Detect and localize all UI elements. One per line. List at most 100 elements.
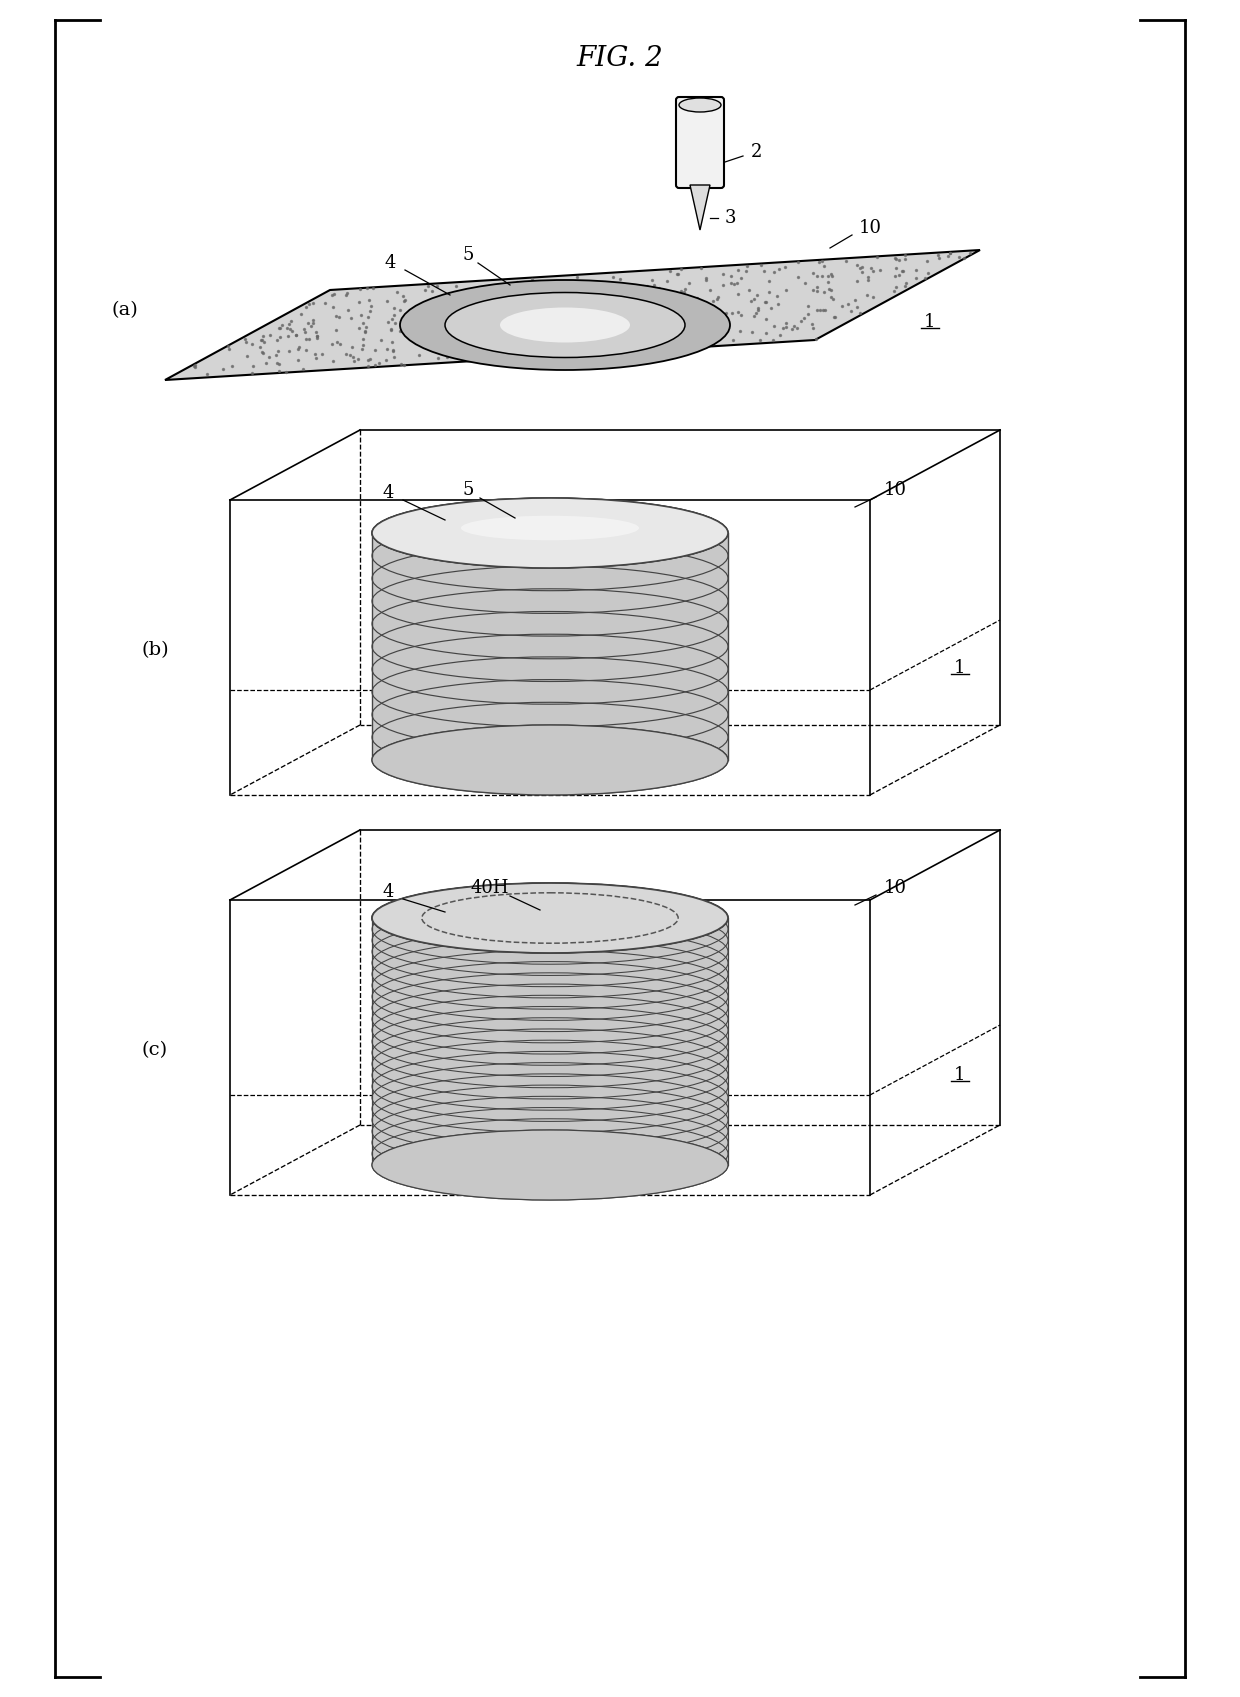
Point bbox=[807, 278, 827, 305]
Point bbox=[300, 312, 320, 339]
Point bbox=[491, 288, 511, 316]
Point bbox=[807, 295, 827, 322]
Point bbox=[598, 283, 618, 311]
Point bbox=[661, 307, 681, 334]
Point bbox=[885, 244, 905, 272]
Ellipse shape bbox=[372, 497, 728, 568]
Point bbox=[730, 300, 750, 328]
Point bbox=[336, 339, 356, 367]
Point bbox=[531, 278, 551, 305]
Point bbox=[470, 288, 490, 316]
Point bbox=[578, 294, 598, 321]
Point bbox=[286, 321, 306, 348]
Point bbox=[219, 336, 239, 363]
Point bbox=[557, 297, 577, 324]
Point bbox=[940, 239, 960, 266]
Point bbox=[632, 273, 652, 300]
Ellipse shape bbox=[372, 497, 728, 568]
Point bbox=[637, 272, 657, 299]
Point bbox=[409, 314, 429, 341]
Ellipse shape bbox=[445, 292, 684, 358]
Point bbox=[513, 322, 533, 350]
Point bbox=[722, 263, 742, 290]
Point bbox=[472, 282, 492, 309]
Point bbox=[746, 300, 766, 328]
Point bbox=[551, 290, 570, 317]
Point bbox=[572, 309, 591, 336]
Point bbox=[632, 297, 652, 324]
Point bbox=[336, 282, 356, 309]
Point bbox=[905, 256, 925, 283]
Point bbox=[817, 261, 837, 288]
Point bbox=[589, 305, 609, 333]
Point bbox=[382, 329, 402, 356]
Point bbox=[290, 300, 310, 328]
Point bbox=[858, 266, 878, 294]
Point bbox=[895, 246, 915, 273]
Point bbox=[650, 275, 670, 302]
Point bbox=[799, 300, 818, 328]
Point bbox=[724, 270, 744, 297]
Point bbox=[787, 314, 807, 341]
Point bbox=[587, 316, 606, 343]
Point bbox=[461, 282, 481, 309]
Point bbox=[658, 309, 678, 336]
Point bbox=[352, 309, 372, 336]
Point bbox=[739, 277, 759, 304]
Point bbox=[818, 268, 838, 295]
Point bbox=[353, 326, 373, 353]
Point bbox=[848, 251, 868, 278]
Point bbox=[681, 283, 701, 311]
Point bbox=[303, 290, 322, 317]
Point bbox=[458, 329, 477, 356]
Point bbox=[288, 334, 308, 361]
Point bbox=[812, 263, 832, 290]
Point bbox=[460, 304, 480, 331]
Point bbox=[384, 343, 404, 370]
Point bbox=[497, 341, 517, 368]
Text: 40H: 40H bbox=[471, 879, 510, 898]
Point bbox=[670, 316, 689, 343]
Point bbox=[825, 304, 844, 331]
Point bbox=[598, 292, 618, 319]
Point bbox=[804, 260, 823, 287]
Point bbox=[813, 297, 833, 324]
Point bbox=[673, 278, 693, 305]
Point bbox=[671, 256, 691, 283]
Point bbox=[889, 246, 909, 273]
Ellipse shape bbox=[680, 98, 720, 112]
Point bbox=[394, 351, 414, 378]
Point bbox=[954, 244, 973, 272]
Point bbox=[315, 290, 335, 317]
Point bbox=[813, 278, 833, 305]
Point bbox=[728, 256, 748, 283]
Point bbox=[761, 294, 781, 321]
Point bbox=[696, 265, 715, 292]
Point bbox=[533, 334, 553, 361]
Point bbox=[446, 331, 466, 358]
Point bbox=[311, 339, 331, 367]
Point bbox=[281, 307, 301, 334]
Point bbox=[537, 292, 557, 319]
Point bbox=[895, 241, 915, 268]
Point bbox=[368, 350, 388, 377]
Point bbox=[249, 334, 269, 361]
Point bbox=[448, 285, 467, 312]
Point bbox=[558, 312, 578, 339]
Point bbox=[341, 304, 361, 331]
Point bbox=[861, 255, 880, 282]
Point bbox=[787, 263, 807, 290]
Point bbox=[391, 317, 410, 344]
Point bbox=[537, 270, 557, 297]
Point bbox=[661, 256, 681, 283]
Point bbox=[438, 343, 458, 370]
Point bbox=[377, 287, 397, 314]
Point bbox=[585, 275, 605, 302]
Point bbox=[610, 265, 630, 292]
Point bbox=[272, 312, 291, 339]
Point bbox=[422, 277, 441, 304]
Point bbox=[268, 338, 288, 365]
Point bbox=[785, 312, 805, 339]
Point bbox=[337, 297, 357, 324]
Point bbox=[352, 331, 372, 358]
